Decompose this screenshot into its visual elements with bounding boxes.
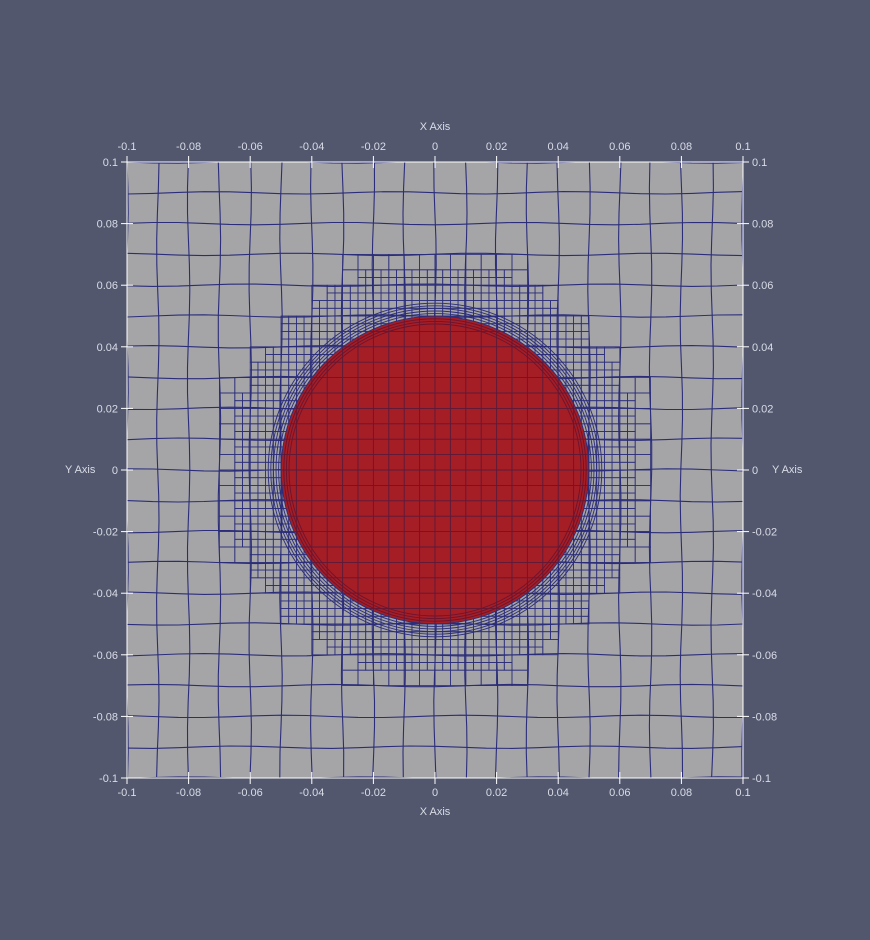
tick-label: -0.04 — [752, 588, 777, 600]
tick-label: 0.02 — [97, 403, 118, 415]
tick-label: 0.02 — [752, 403, 773, 415]
tick-label: -0.1 — [752, 773, 771, 785]
tick-label: 0.06 — [609, 787, 630, 799]
tick-label: -0.08 — [176, 787, 201, 799]
tick-label: -0.06 — [93, 650, 118, 662]
boundary-ring — [275, 310, 595, 630]
mesh-line — [127, 191, 743, 195]
mesh-plot — [127, 162, 743, 778]
boundary-ring — [267, 302, 603, 638]
tick-label: 0.04 — [752, 342, 773, 354]
tick-label: 0.1 — [103, 157, 118, 169]
mesh-cell — [604, 577, 621, 594]
mesh-cell — [542, 639, 559, 656]
tick-label: 0 — [432, 141, 438, 153]
tick-label: 0.1 — [735, 141, 750, 153]
mesh-line — [648, 162, 653, 778]
tick-label: 0.08 — [671, 787, 692, 799]
boundary-ring — [272, 307, 598, 633]
tick-label: -0.02 — [752, 527, 777, 539]
axes-grid: -0.1 -0.08 -0.06 -0.04 -0.02 0 0.02 0.04 0.06 0.0… — [65, 121, 803, 818]
tick-label: -0.1 — [118, 787, 137, 799]
mesh-cell — [511, 669, 528, 687]
tick-label: -0.02 — [361, 787, 386, 799]
boundary-ring — [270, 305, 600, 635]
x-axis-title-top: X Axis — [420, 121, 451, 133]
tick-label: -0.02 — [361, 141, 386, 153]
tick-label: -0.04 — [93, 588, 118, 600]
x-axis-title-bottom: X Axis — [420, 806, 451, 818]
mesh-line — [127, 714, 743, 719]
boundary-ring — [288, 323, 582, 617]
x-axis-bottom: -0.1 -0.08 -0.06 -0.04 -0.02 0 0.02 0.04 0.06 0.0… — [118, 772, 751, 799]
tick-label: 0.02 — [486, 787, 507, 799]
tick-label: 0.04 — [97, 342, 118, 354]
tick-label: 0.04 — [547, 141, 568, 153]
tick-label: -0.1 — [118, 141, 137, 153]
tick-label: -0.06 — [238, 141, 263, 153]
mesh-cell — [580, 615, 590, 625]
tick-label: 0.08 — [752, 219, 773, 231]
boundary-layer-rings — [267, 302, 603, 638]
tick-label: 0.06 — [752, 280, 773, 292]
tick-label: 0.08 — [97, 219, 118, 231]
tick-label: 0 — [432, 787, 438, 799]
boundary-ring — [280, 315, 590, 625]
y-axis-title-left: Y Axis — [65, 464, 96, 476]
boundary-ring — [278, 313, 592, 627]
y-axis-title-right: Y Axis — [772, 464, 803, 476]
mesh-cell — [634, 546, 652, 563]
tick-label: -0.08 — [752, 711, 777, 723]
y-axis-left: -0.1 -0.08 -0.06 -0.04 -0.02 0 0.02 0.04 0.06 0.0… — [93, 157, 133, 785]
mesh-line — [710, 162, 714, 778]
boundary-ring — [285, 320, 585, 620]
mesh-line — [127, 683, 743, 688]
tick-label: 0.06 — [609, 141, 630, 153]
tick-label: -0.08 — [93, 711, 118, 723]
tick-label: 0 — [752, 465, 758, 477]
tick-label: -0.04 — [299, 787, 324, 799]
y-axis-right: -0.1 -0.08 -0.06 -0.04 -0.02 0 0.02 0.04 0.06 0.0… — [737, 157, 777, 785]
tick-label: 0.1 — [735, 787, 750, 799]
tick-label: -0.06 — [752, 650, 777, 662]
mesh-line — [679, 162, 684, 778]
mesh-line — [156, 162, 160, 778]
tick-label: -0.02 — [93, 527, 118, 539]
tick-label: 0.1 — [752, 157, 767, 169]
tick-label: 0.02 — [486, 141, 507, 153]
tick-label: 0.06 — [97, 280, 118, 292]
circular-region-mesh — [281, 316, 589, 624]
tick-label: 0.08 — [671, 141, 692, 153]
tick-label: 0 — [112, 465, 118, 477]
x-axis-top: -0.1 -0.08 -0.06 -0.04 -0.02 0 0.02 0.04 0.06 0.0… — [118, 141, 751, 168]
tick-label: 0.04 — [547, 787, 568, 799]
tick-label: -0.04 — [299, 141, 324, 153]
mesh-line — [127, 745, 743, 749]
boundary-ring — [283, 318, 587, 622]
tick-label: -0.06 — [238, 787, 263, 799]
tick-label: -0.08 — [176, 141, 201, 153]
tick-label: -0.1 — [99, 773, 118, 785]
